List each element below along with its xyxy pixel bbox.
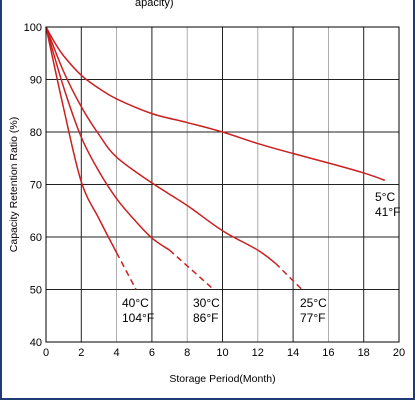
x-tick-label: 12 bbox=[252, 347, 264, 359]
curve-label: 77°F bbox=[300, 311, 325, 325]
curve-label: 5°C bbox=[375, 190, 395, 204]
y-axis-title: Capacity Retention Ratio (%) bbox=[8, 117, 20, 252]
series-line-dashed bbox=[169, 249, 215, 291]
curve-label: 86°F bbox=[193, 311, 218, 325]
cropped-header-text: apacity) bbox=[135, 0, 174, 9]
x-tick-label: 6 bbox=[149, 347, 155, 359]
x-tick-label: 10 bbox=[216, 347, 228, 359]
x-tick-label: 0 bbox=[43, 347, 49, 359]
grid bbox=[45, 26, 400, 343]
curve-label: 104°F bbox=[122, 311, 154, 325]
y-tick-label: 100 bbox=[24, 22, 42, 34]
y-tick-label: 50 bbox=[30, 285, 42, 297]
x-tick-label: 14 bbox=[287, 347, 299, 359]
x-tick-label: 4 bbox=[114, 347, 120, 359]
series-line-solid bbox=[45, 26, 276, 264]
series-line-dashed bbox=[115, 252, 137, 290]
y-tick-labels: 40 50 60 70 80 90 100 bbox=[24, 22, 42, 349]
y-tick-label: 70 bbox=[30, 180, 42, 192]
series-lines bbox=[45, 26, 386, 291]
x-axis-title: Storage Period(Month) bbox=[169, 373, 275, 385]
x-tick-label: 8 bbox=[184, 347, 190, 359]
x-tick-label: 16 bbox=[322, 347, 334, 359]
series-line-solid bbox=[45, 26, 170, 251]
curve-label: 41°F bbox=[375, 205, 400, 219]
x-tick-label: 20 bbox=[393, 347, 405, 359]
x-tick-label: 2 bbox=[78, 347, 84, 359]
series-line-dashed bbox=[274, 262, 303, 291]
y-tick-label: 90 bbox=[30, 75, 42, 87]
series-line-solid bbox=[45, 26, 386, 182]
series-line-solid bbox=[45, 26, 118, 254]
curve-label: 25°C bbox=[300, 296, 327, 310]
curve-label: 40°C bbox=[122, 296, 149, 310]
x-tick-label: 18 bbox=[358, 347, 370, 359]
y-tick-label: 80 bbox=[30, 127, 42, 139]
y-tick-label: 40 bbox=[30, 337, 42, 349]
y-tick-label: 60 bbox=[30, 232, 42, 244]
x-tick-labels: 0 2 4 6 8 10 12 14 16 18 20 bbox=[43, 347, 405, 359]
plot-border bbox=[45, 26, 400, 343]
curve-label: 30°C bbox=[193, 296, 220, 310]
